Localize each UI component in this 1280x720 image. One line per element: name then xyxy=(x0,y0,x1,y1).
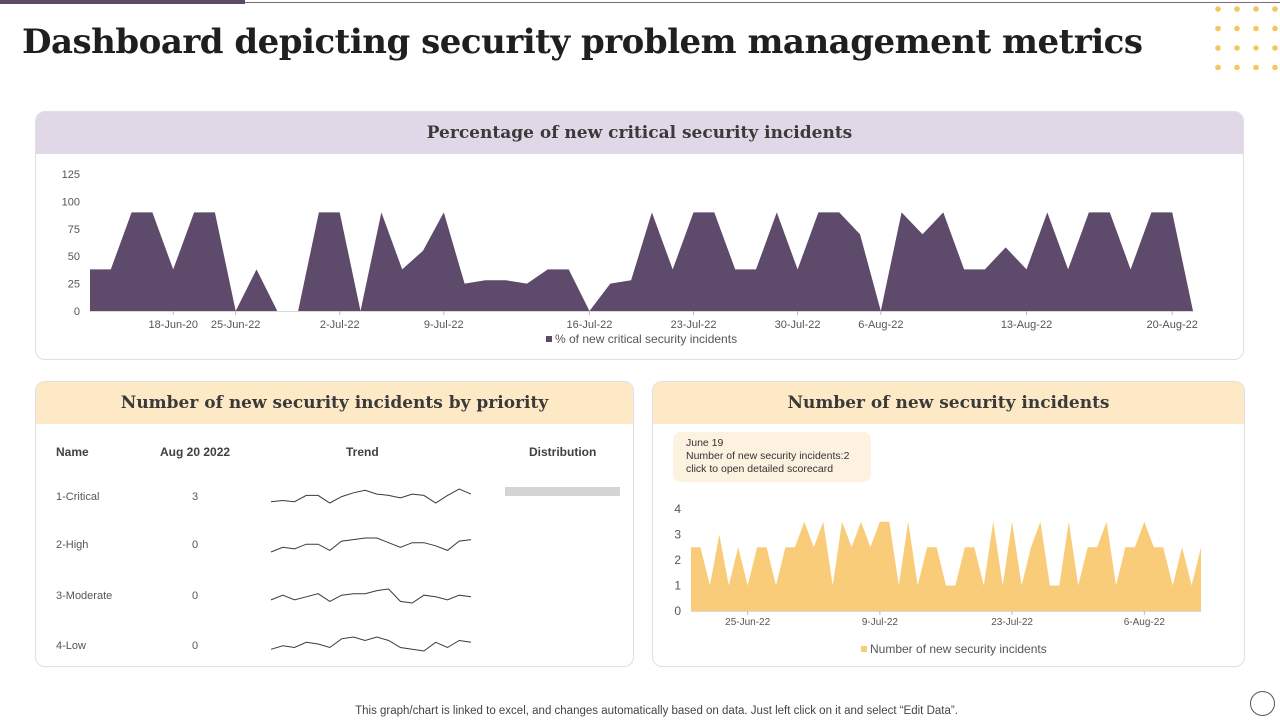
column-header-distribution: Distribution xyxy=(529,445,597,459)
x-tick-label: 6-Aug-22 xyxy=(1124,617,1166,628)
critical-incidents-panel: Percentage of new critical security inci… xyxy=(35,111,1244,360)
trend-sparkline xyxy=(270,537,472,553)
decorative-dot xyxy=(1272,45,1278,51)
decorative-dot xyxy=(1234,25,1240,32)
priority-panel-title: Number of new security incidents by prio… xyxy=(36,382,633,424)
trend-sparkline xyxy=(270,488,472,504)
decorative-dot xyxy=(1234,64,1240,70)
x-tick-label: 9-Jul-22 xyxy=(862,617,899,628)
x-tick-label: 6-Aug-22 xyxy=(858,319,903,331)
x-tick-label: 18-Jun-20 xyxy=(148,319,198,331)
y-tick-label: 25 xyxy=(68,279,80,291)
decorative-dot xyxy=(1272,25,1278,32)
page-title: Dashboard depicting security problem man… xyxy=(22,22,1143,62)
row-value-low: 0 xyxy=(192,640,199,652)
y-tick-label: 0 xyxy=(74,306,80,318)
incidents-area[interactable] xyxy=(691,521,1201,611)
distribution-bar xyxy=(505,487,620,496)
x-tick-label: 9-Jul-22 xyxy=(424,319,464,331)
y-tick-label: 100 xyxy=(62,196,80,208)
y-tick-label: 50 xyxy=(68,251,80,263)
row-name-low: 4-Low xyxy=(56,640,86,652)
x-tick-label: 23-Jul-22 xyxy=(671,319,717,331)
decorative-dot xyxy=(1234,6,1240,12)
decorative-dot xyxy=(1253,25,1259,32)
top-accent-bar xyxy=(0,0,245,4)
incidents-panel-title: Number of new security incidents xyxy=(653,382,1244,424)
priority-panel: Number of new security incidents by prio… xyxy=(35,381,634,667)
scorecard-tooltip[interactable]: June 19 Number of new security incidents… xyxy=(673,432,871,482)
critical-legend-label: % of new critical security incidents xyxy=(555,332,737,346)
incidents-chart[interactable]: 0 1 2 3 4 25-Jun-22 9-Jul-22 23-Jul-22 6-Aug-22… xyxy=(653,382,1245,667)
decorative-dot xyxy=(1234,45,1240,51)
corner-circle-icon xyxy=(1250,691,1275,716)
critical-legend-swatch xyxy=(546,336,552,342)
column-header-name: Name xyxy=(56,445,89,459)
incidents-legend-label: Number of new security incidents xyxy=(870,642,1047,656)
critical-incidents-title: Percentage of new critical security inci… xyxy=(36,112,1243,154)
decorative-dot xyxy=(1215,64,1221,70)
decorative-dot xyxy=(1215,25,1221,32)
decorative-dot xyxy=(1253,45,1259,51)
critical-incidents-area[interactable] xyxy=(90,212,1193,311)
decorative-dot xyxy=(1215,45,1221,51)
row-value-critical: 3 xyxy=(192,491,199,503)
incidents-panel: Number of new security incidents June 19… xyxy=(652,381,1245,667)
top-rule xyxy=(0,2,1280,3)
trend-sparkline xyxy=(270,636,472,652)
x-tick-label: 16-Jul-22 xyxy=(567,319,613,331)
trend-sparklines xyxy=(270,487,620,652)
y-tick-label: 125 xyxy=(62,169,80,181)
y-tick-label: 0 xyxy=(674,604,681,618)
y-tick-label: 4 xyxy=(674,502,681,516)
x-tick-label: 30-Jul-22 xyxy=(775,319,821,331)
decorative-dot xyxy=(1272,64,1278,70)
column-header-date: Aug 20 2022 xyxy=(160,445,231,459)
y-tick-label: 1 xyxy=(674,579,681,593)
row-name-critical: 1-Critical xyxy=(56,491,100,503)
row-name-high: 2-High xyxy=(56,539,89,551)
x-tick-label: 20-Aug-22 xyxy=(1147,319,1198,331)
x-tick-label: 25-Jun-22 xyxy=(725,617,770,628)
y-tick-label: 3 xyxy=(674,528,681,542)
row-value-high: 0 xyxy=(192,539,199,551)
row-name-moderate: 3-Moderate xyxy=(56,590,113,602)
decorative-dot xyxy=(1253,6,1259,12)
tooltip-count: Number of new security incidents:2 xyxy=(686,450,850,462)
x-tick-label: 13-Aug-22 xyxy=(1001,319,1052,331)
footer-note: This graph/chart is linked to excel, and… xyxy=(355,705,958,717)
x-tick-label: 23-Jul-22 xyxy=(991,617,1033,628)
decorative-dots-icon xyxy=(1215,6,1278,70)
decorative-dot xyxy=(1215,6,1221,12)
y-tick-label: 75 xyxy=(68,224,80,236)
trend-sparkline xyxy=(270,588,472,604)
row-value-moderate: 0 xyxy=(192,590,199,602)
x-tick-label: 25-Jun-22 xyxy=(211,319,261,331)
decorative-dot xyxy=(1253,64,1259,70)
tooltip-date: June 19 xyxy=(686,437,724,449)
column-header-trend: Trend xyxy=(346,445,379,459)
tooltip-hint: click to open detailed scorecard xyxy=(686,463,834,475)
incidents-legend-swatch xyxy=(861,646,867,652)
decorative-dot xyxy=(1272,6,1278,12)
critical-incidents-chart[interactable]: 0 25 50 75 100 125 18-Jun-20 25-Jun-22 2-Jul-22… xyxy=(36,154,1244,360)
y-tick-label: 2 xyxy=(674,553,681,567)
x-tick-label: 2-Jul-22 xyxy=(320,319,360,331)
